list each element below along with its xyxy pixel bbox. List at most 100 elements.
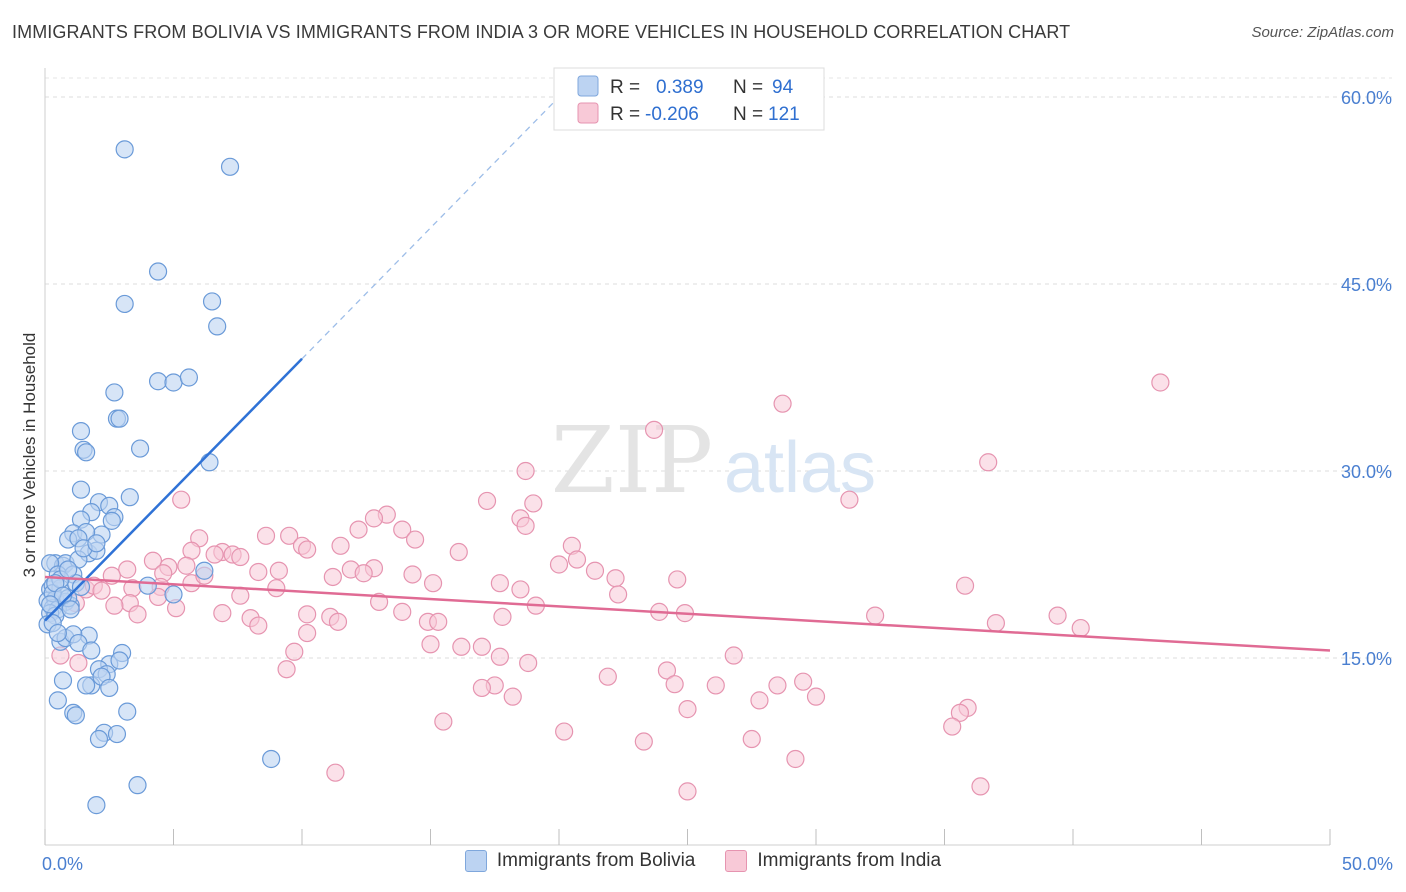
bolivia-point xyxy=(71,422,91,441)
india-point xyxy=(280,526,299,545)
bolivia-swatch xyxy=(464,850,487,872)
bolivia-point xyxy=(164,585,183,604)
bolivia-point xyxy=(77,676,96,695)
india-point xyxy=(1048,606,1067,625)
india-point xyxy=(794,672,813,691)
india-point xyxy=(943,717,962,736)
india-point xyxy=(434,712,453,731)
bolivia-point xyxy=(202,292,222,311)
india-point xyxy=(971,777,990,796)
india-point xyxy=(172,490,191,509)
bolivia-point xyxy=(110,409,129,428)
india-point xyxy=(323,567,342,587)
bolivia-point xyxy=(61,600,80,619)
legend-india-r-label: R = xyxy=(610,104,640,125)
bolivia-point xyxy=(87,796,106,815)
india-point xyxy=(644,420,664,439)
india-point xyxy=(393,602,412,621)
india-point xyxy=(668,570,687,589)
india-point xyxy=(678,782,697,801)
trend-lines xyxy=(44,96,1331,652)
bolivia-point xyxy=(138,576,157,595)
india-point xyxy=(665,675,684,694)
legend-bolivia-label: Immigrants from Bolivia xyxy=(496,850,696,871)
india-point xyxy=(364,509,384,528)
india-point xyxy=(298,605,317,624)
india-trend-line xyxy=(44,575,1331,652)
y-tick-label: 45.0% xyxy=(1341,275,1392,295)
india-point xyxy=(277,660,296,679)
india-swatch xyxy=(725,850,748,872)
india-point xyxy=(349,520,368,539)
y-tick-label: 60.0% xyxy=(1341,88,1392,108)
legend-item-india: Immigrants from India xyxy=(725,850,941,872)
india-point xyxy=(657,661,677,680)
india-point xyxy=(429,612,448,631)
bolivia-point xyxy=(71,480,91,499)
bolivia-point xyxy=(48,623,67,643)
bolivia-point xyxy=(208,317,227,336)
india-point xyxy=(866,606,885,625)
india-point xyxy=(950,703,970,722)
y-tick-label: 15.0% xyxy=(1341,649,1392,669)
india-point xyxy=(423,574,443,593)
axes xyxy=(44,68,1331,846)
x-tick-label-max: 50.0% xyxy=(1342,854,1393,874)
india-point xyxy=(634,732,653,751)
india-point xyxy=(328,612,348,631)
bolivia-point xyxy=(148,372,168,391)
bolivia-point xyxy=(110,651,129,670)
bolivia-points xyxy=(38,140,281,815)
india-point xyxy=(326,763,345,782)
india-point xyxy=(205,545,224,564)
legend-india-swatch xyxy=(577,102,599,124)
india-point xyxy=(806,687,826,706)
india-point xyxy=(472,637,491,656)
source-credit: Source: ZipAtlas.com xyxy=(1251,24,1394,41)
legend-bolivia-n-value: 94 xyxy=(772,77,794,98)
x-tick-label-min: 0.0% xyxy=(42,854,83,874)
bolivia-point xyxy=(59,560,78,579)
legend-item-bolivia: Immigrants from Bolivia xyxy=(464,850,696,872)
bolivia-point xyxy=(120,488,139,507)
india-point xyxy=(678,700,697,719)
india-point xyxy=(177,556,196,575)
india-point xyxy=(269,561,288,580)
bolivia-point xyxy=(77,443,96,462)
watermark-zip: ZIP xyxy=(551,407,713,514)
india-point xyxy=(1151,373,1170,392)
india-point xyxy=(143,551,163,570)
india-point xyxy=(285,642,304,661)
chart-title: IMMIGRANTS FROM BOLIVIA VS IMMIGRANTS FR… xyxy=(12,22,1071,42)
india-point xyxy=(742,729,761,749)
legend-india-label: Immigrants from India xyxy=(757,850,942,871)
bolivia-point xyxy=(115,140,134,159)
india-point xyxy=(585,561,605,580)
india-point xyxy=(986,613,1006,633)
india-point xyxy=(298,623,317,643)
bolivia-point xyxy=(220,157,240,176)
india-point xyxy=(105,596,124,615)
india-point xyxy=(249,616,268,635)
grid-lines xyxy=(45,77,1392,659)
bolivia-point xyxy=(100,678,119,698)
india-points xyxy=(51,373,1170,801)
india-point xyxy=(524,494,543,513)
india-point xyxy=(549,555,569,574)
india-point xyxy=(516,516,535,535)
legend-bolivia-r-value: 0.389 xyxy=(656,77,704,98)
bolivia-point xyxy=(118,702,137,721)
india-point xyxy=(840,490,859,509)
legend-bolivia-n-label: N = xyxy=(733,77,763,98)
india-point xyxy=(490,647,509,666)
india-point xyxy=(370,592,389,612)
legend-india-n-label: N = xyxy=(733,104,763,125)
india-point xyxy=(516,461,535,481)
india-point xyxy=(231,547,250,567)
bolivia-point xyxy=(82,641,101,660)
india-point xyxy=(511,580,530,599)
bolivia-point xyxy=(41,595,60,614)
legend-bolivia-r-label: R = xyxy=(610,77,640,98)
y-tick-labels: 15.0% 30.0% 45.0% 60.0% xyxy=(1341,88,1392,669)
